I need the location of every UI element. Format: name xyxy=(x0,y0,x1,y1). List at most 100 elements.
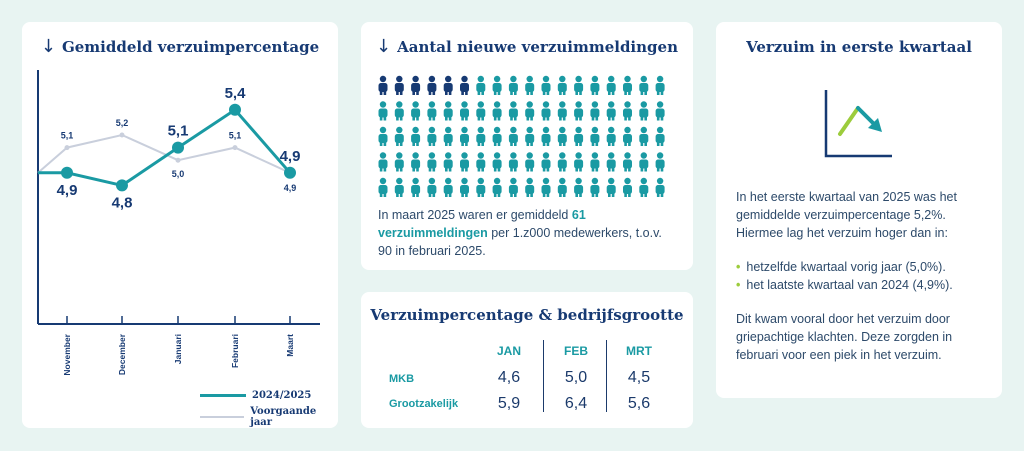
row-label-mkb: MKB xyxy=(389,373,415,385)
point-current xyxy=(229,103,241,116)
person-icon xyxy=(411,101,421,121)
person-icon xyxy=(492,177,502,197)
person-icon xyxy=(394,126,404,146)
person-icon xyxy=(606,75,616,95)
person-icon xyxy=(443,75,453,95)
point-current xyxy=(61,166,73,179)
arrow-down-icon: ↓ xyxy=(376,36,392,57)
x-tick-label: Maart xyxy=(285,334,295,357)
person-icon xyxy=(508,75,518,95)
person-icon xyxy=(623,152,632,172)
cell-groot-feb: 6,4 xyxy=(564,395,588,412)
person-icon xyxy=(443,152,453,172)
person-icon xyxy=(508,126,518,146)
person-icon xyxy=(639,101,649,121)
legend-swatch-current xyxy=(200,394,246,397)
person-icon xyxy=(378,152,388,172)
cell-groot-mrt: 5,6 xyxy=(627,395,651,412)
person-icon xyxy=(574,75,584,95)
person-icon xyxy=(590,126,600,146)
summary-title: Verzuim in eerste kwartaal xyxy=(746,38,972,56)
person-icon xyxy=(623,75,632,95)
person-icon xyxy=(574,177,584,197)
quarter-summary-card: Verzuim in eerste kwartaal In het eerste… xyxy=(716,22,1002,398)
person-icon xyxy=(443,177,453,197)
arrow-down-icon: ↓ xyxy=(40,36,56,57)
row-label-grootzakelijk: Grootzakelijk xyxy=(389,398,459,410)
person-icon xyxy=(525,177,535,197)
person-icon xyxy=(574,101,584,121)
person-icon xyxy=(443,101,453,121)
person-icon xyxy=(411,177,421,197)
person-icon xyxy=(574,152,584,172)
person-icon xyxy=(508,101,518,121)
person-icon xyxy=(590,152,600,172)
person-icon xyxy=(427,126,437,146)
person-icon xyxy=(606,101,616,121)
person-icon xyxy=(623,101,632,121)
column-header-feb: FEB xyxy=(564,344,588,358)
data-label-previous: 5,2 xyxy=(116,118,129,128)
person-icon xyxy=(460,152,469,172)
person-icon xyxy=(378,101,388,121)
summary-outro: Dit kwam vooral door het verzuim door gr… xyxy=(736,312,953,362)
person-icon xyxy=(655,177,665,197)
data-label-previous: 5,1 xyxy=(229,131,242,141)
person-icon xyxy=(492,126,502,146)
person-icon xyxy=(655,152,665,172)
highlight-count: 61 verzuimmeldingen xyxy=(378,208,586,240)
person-icon xyxy=(541,101,551,121)
point-previous xyxy=(175,157,181,163)
person-icon xyxy=(557,75,567,95)
point-current xyxy=(284,166,296,179)
cell-mkb-jan: 4,6 xyxy=(497,369,521,386)
data-label-current: 4,8 xyxy=(112,194,133,211)
point-previous xyxy=(119,132,125,138)
x-tick-label: Februari xyxy=(230,334,240,368)
person-icon xyxy=(443,126,453,146)
person-icon xyxy=(411,152,421,172)
person-icon xyxy=(574,126,584,146)
person-icon xyxy=(476,75,486,95)
person-icon xyxy=(427,101,437,121)
person-icon xyxy=(557,126,567,146)
person-icon xyxy=(427,177,437,197)
person-icon xyxy=(606,152,616,172)
cell-mkb-feb: 5,0 xyxy=(564,369,588,386)
summary-bullet: • hetzelfde kwartaal vorig jaar (5,0%). xyxy=(736,260,946,274)
person-icon xyxy=(460,75,469,95)
person-icon xyxy=(476,177,486,197)
person-icon xyxy=(639,177,649,197)
person-icon xyxy=(590,177,600,197)
person-icon xyxy=(541,75,551,95)
person-icon xyxy=(411,126,421,146)
series-line-previous xyxy=(37,133,291,174)
summary-bullet: • het laatste kwartaal van 2024 (4,9%). xyxy=(736,278,953,292)
x-tick-label: November xyxy=(62,333,72,375)
person-icon xyxy=(460,126,469,146)
cell-groot-jan: 5,9 xyxy=(497,395,521,412)
person-pictogram xyxy=(378,75,665,197)
pictogram-card: ↓ Aantal nieuwe verzuimmeldingen In maart… xyxy=(361,22,693,270)
person-icon xyxy=(427,152,437,172)
person-icon xyxy=(623,126,632,146)
series-line-current xyxy=(38,107,292,188)
person-icon xyxy=(378,177,388,197)
summary-intro: In het eerste kwartaal van 2025 was het … xyxy=(736,190,957,240)
data-label-current: 5,4 xyxy=(225,85,247,102)
data-label-current: 4,9 xyxy=(280,148,301,165)
column-divider xyxy=(606,340,607,412)
cell-mkb-mrt: 4,5 xyxy=(627,369,651,386)
person-icon xyxy=(557,152,567,172)
person-icon xyxy=(492,75,502,95)
person-icon xyxy=(460,101,469,121)
column-header-jan: JAN xyxy=(496,344,521,358)
person-icon xyxy=(590,101,600,121)
line-chart: November December Januari Februari Maart 5,1 5… xyxy=(37,70,320,376)
trend-down-chart-icon xyxy=(824,90,892,158)
person-icon xyxy=(541,152,551,172)
line-chart-title: Gemiddeld verzuimpercentage xyxy=(61,38,320,56)
person-icon xyxy=(525,152,535,172)
person-icon xyxy=(623,177,632,197)
person-icon xyxy=(639,126,649,146)
